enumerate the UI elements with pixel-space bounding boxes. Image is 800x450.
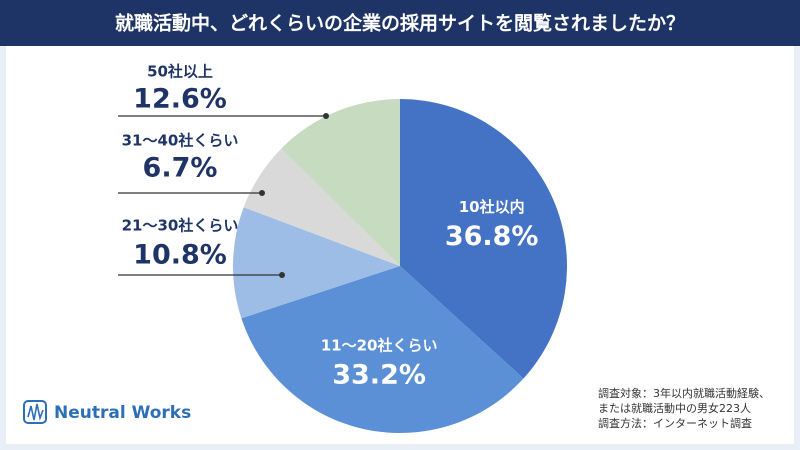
category-label: 10社以内: [459, 198, 525, 216]
note: 調査対象：3年以内就職活動経験、: [598, 386, 770, 400]
slice: [241, 266, 524, 433]
leader-dot: [323, 113, 329, 119]
leader-dot: [259, 190, 265, 196]
logo: Neutral Works: [23, 400, 191, 424]
leader-dot: [279, 272, 285, 278]
chart-title: 就職活動中、どれくらいの企業の採用サイトを閲覧されましたか？: [115, 12, 685, 35]
value-label: 33.2%: [332, 359, 426, 390]
slice: [400, 99, 568, 379]
title-bar: [0, 0, 800, 46]
value-label: 10.8%: [133, 240, 227, 271]
category-label: 50社以上: [147, 63, 213, 81]
slice: [281, 99, 400, 266]
logo-text: Neutral Works: [54, 403, 191, 423]
category-label: 21〜30社くらい: [122, 217, 239, 235]
value-label: 36.8%: [445, 221, 539, 252]
value-label: 12.6%: [133, 84, 227, 115]
logo-icon: [23, 400, 47, 424]
value-label: 6.7%: [143, 153, 218, 184]
logo-wave: [27, 403, 44, 421]
note: または就職活動中の男女223人: [598, 401, 751, 415]
note: 調査方法：インターネット調査: [598, 416, 752, 430]
category-label: 11〜20社くらい: [321, 336, 438, 354]
slice: [243, 148, 400, 266]
category-label: 31〜40社くらい: [122, 132, 239, 150]
slice: [233, 207, 400, 319]
